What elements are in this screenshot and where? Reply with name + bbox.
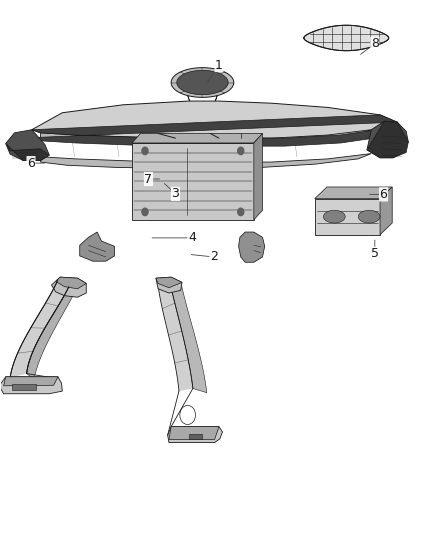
Polygon shape: [171, 68, 234, 98]
Polygon shape: [56, 277, 86, 289]
Polygon shape: [169, 278, 207, 393]
Polygon shape: [156, 277, 182, 288]
Polygon shape: [180, 83, 194, 114]
Circle shape: [238, 208, 244, 216]
Polygon shape: [0, 377, 62, 394]
Polygon shape: [6, 130, 49, 160]
Text: 5: 5: [371, 247, 379, 260]
Polygon shape: [315, 187, 392, 199]
Polygon shape: [32, 101, 397, 138]
Text: 4: 4: [188, 231, 196, 244]
Polygon shape: [169, 426, 219, 439]
Polygon shape: [254, 133, 262, 220]
Polygon shape: [10, 280, 69, 378]
Circle shape: [142, 208, 148, 216]
Text: 2: 2: [210, 251, 218, 263]
Polygon shape: [315, 199, 380, 235]
Polygon shape: [12, 384, 36, 390]
Polygon shape: [324, 211, 345, 223]
Polygon shape: [80, 232, 115, 261]
Polygon shape: [367, 121, 408, 158]
Polygon shape: [27, 287, 78, 379]
Polygon shape: [239, 232, 265, 262]
Polygon shape: [132, 143, 254, 220]
Text: 7: 7: [145, 173, 152, 185]
Text: 6: 6: [380, 188, 388, 201]
Polygon shape: [177, 70, 228, 95]
Polygon shape: [358, 211, 380, 223]
Polygon shape: [132, 133, 262, 143]
Text: 8: 8: [371, 37, 379, 50]
Polygon shape: [367, 121, 408, 158]
Polygon shape: [4, 377, 58, 386]
Polygon shape: [51, 277, 86, 297]
Polygon shape: [6, 143, 49, 160]
Polygon shape: [168, 426, 223, 442]
Polygon shape: [304, 25, 389, 51]
Polygon shape: [41, 130, 371, 168]
Polygon shape: [380, 187, 392, 235]
Polygon shape: [211, 83, 224, 114]
Polygon shape: [158, 278, 193, 391]
Text: 6: 6: [27, 157, 35, 169]
Polygon shape: [32, 115, 397, 146]
Circle shape: [142, 147, 148, 155]
Text: 3: 3: [172, 188, 180, 200]
Text: 1: 1: [215, 59, 223, 71]
Polygon shape: [156, 277, 182, 293]
Polygon shape: [188, 433, 201, 439]
Circle shape: [238, 147, 244, 155]
